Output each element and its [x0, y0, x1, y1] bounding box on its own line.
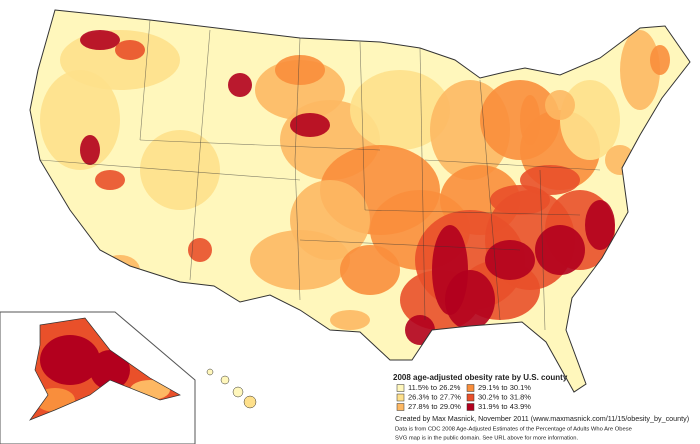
- legend-label: 31.9% to 43.9%: [478, 402, 531, 411]
- state-border: [424, 159, 601, 171]
- hawaii-island: [243, 395, 257, 409]
- hawaii-island: [232, 386, 244, 398]
- county-cluster: [95, 170, 125, 190]
- legend-swatch: [396, 403, 405, 411]
- county-cluster: [350, 70, 450, 150]
- county-cluster: [80, 30, 120, 50]
- credit-line: Data is from CDC 2008 Age-Adjusted Estim…: [395, 427, 632, 433]
- county-cluster: [330, 310, 370, 330]
- county-cluster: [605, 145, 635, 175]
- county-cluster: [275, 55, 325, 85]
- alaska-outline: [29, 317, 181, 421]
- county-cluster: [585, 200, 615, 250]
- county-cluster: [560, 80, 620, 160]
- county-cluster: [40, 335, 100, 385]
- county-cluster: [620, 30, 660, 110]
- alaska: [30, 318, 180, 420]
- legend-swatch: [466, 384, 475, 392]
- credits: Created by Max Masnick, November 2011 (w…: [395, 414, 689, 442]
- county-cluster: [250, 230, 350, 290]
- legend: 2008 age-adjusted obesity rate by U.S. c…: [393, 373, 568, 411]
- credit-line: Created by Max Masnick, November 2011 (w…: [395, 414, 689, 423]
- state-border: [294, 37, 301, 161]
- legend-swatch: [396, 393, 405, 402]
- county-cluster: [520, 95, 540, 145]
- alaska-hawaii-inset: [0, 311, 257, 444]
- county-cluster: [520, 165, 580, 195]
- state-border: [39, 159, 301, 181]
- county-cluster: [485, 240, 535, 280]
- county-cluster: [188, 238, 212, 262]
- state-border: [294, 159, 301, 301]
- legend-swatch: [466, 403, 475, 411]
- legend-swatch: [396, 384, 405, 392]
- state-border: [189, 149, 201, 281]
- county-cluster: [140, 130, 220, 210]
- county-cluster: [228, 73, 252, 97]
- county-cluster: [100, 255, 140, 285]
- state-border: [299, 239, 521, 251]
- state-border: [479, 79, 501, 321]
- county-cluster: [40, 70, 120, 170]
- state-border: [359, 41, 366, 211]
- credit-line: SVG map is in the public domain. See URL…: [395, 436, 579, 442]
- hawaii-island: [220, 375, 230, 385]
- county-cluster: [340, 245, 400, 295]
- legend-label: 30.2% to 31.8%: [478, 392, 531, 401]
- county-cluster: [535, 225, 585, 275]
- county-cluster: [545, 90, 575, 120]
- legend-title: 2008 age-adjusted obesity rate by U.S. c…: [393, 373, 568, 382]
- state-border: [139, 19, 151, 141]
- county-cluster: [290, 113, 330, 137]
- county-shading: [39, 19, 670, 345]
- contiguous-us: [29, 9, 691, 393]
- county-cluster: [650, 45, 670, 75]
- state-border: [139, 139, 381, 151]
- state-border: [199, 29, 211, 151]
- county-cluster: [130, 380, 170, 400]
- county-cluster: [405, 315, 435, 345]
- state-border: [364, 209, 581, 216]
- legend-swatch: [466, 393, 475, 402]
- state-border: [539, 169, 546, 331]
- county-cluster: [445, 270, 495, 330]
- county-cluster: [90, 350, 130, 390]
- legend-label: 11.5% to 26.2%: [408, 383, 461, 392]
- legend-label: 26.3% to 27.7%: [408, 392, 461, 401]
- county-cluster: [35, 388, 75, 412]
- us-outline: [29, 9, 691, 393]
- legend-label: 27.8% to 29.0%: [408, 402, 461, 411]
- state-border: [419, 47, 426, 321]
- county-cluster: [115, 40, 145, 60]
- hawaii-island: [206, 368, 214, 376]
- county-cluster: [80, 135, 100, 165]
- legend-label: 29.1% to 30.1%: [478, 383, 531, 392]
